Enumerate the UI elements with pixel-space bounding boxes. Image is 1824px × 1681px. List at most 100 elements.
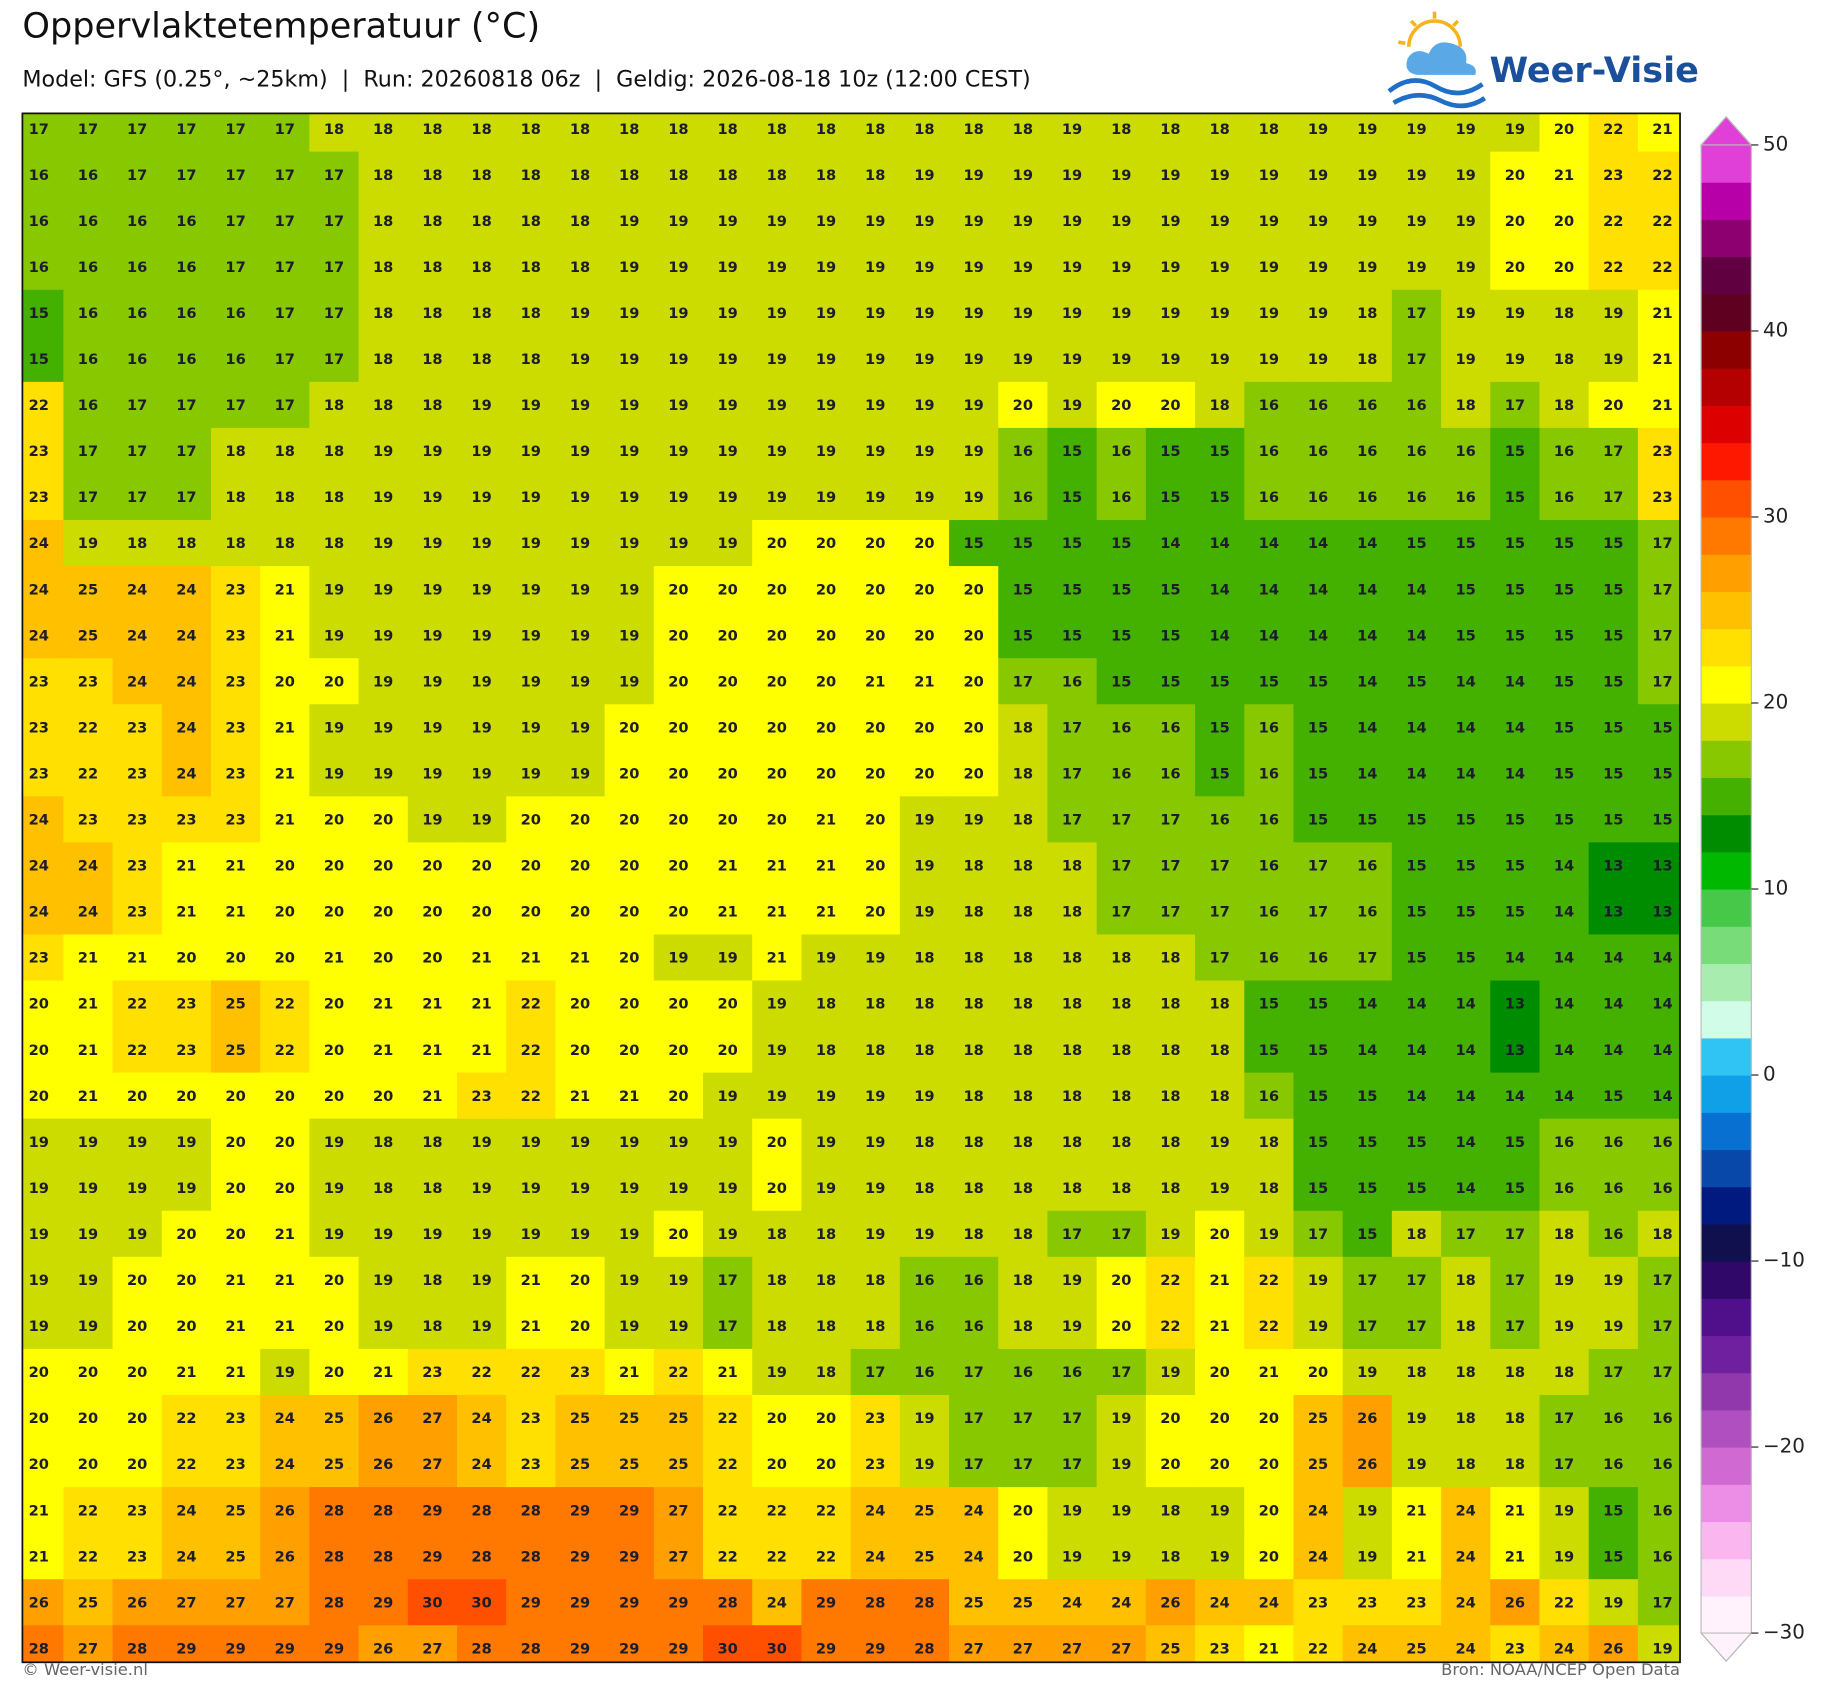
temperature-value: 23 (1209, 1640, 1229, 1657)
temperature-value: 30 (767, 1640, 787, 1657)
temperature-value: 19 (324, 719, 344, 736)
colorbar-band (1701, 814, 1752, 853)
temperature-value: 21 (1554, 167, 1574, 184)
temperature-value: 19 (1357, 121, 1377, 138)
temperature-value: 20 (865, 904, 885, 921)
temperature-value: 19 (717, 305, 737, 322)
temperature-value: 24 (29, 627, 49, 644)
temperature-value: 16 (914, 1364, 934, 1381)
temperature-value: 14 (1406, 765, 1426, 782)
temperature-value: 20 (767, 581, 787, 598)
temperature-cell (210, 704, 261, 751)
temperature-value: 20 (914, 627, 934, 644)
temperature-value: 14 (1554, 950, 1574, 967)
temperature-value: 19 (816, 489, 836, 506)
temperature-value: 18 (570, 259, 590, 276)
colorbar-band (1701, 1186, 1752, 1225)
temperature-value: 19 (1062, 167, 1082, 184)
temperature-value: 17 (1308, 904, 1328, 921)
temperature-cell (752, 704, 803, 751)
temperature-value: 18 (1111, 1088, 1131, 1105)
temperature-value: 18 (1160, 1502, 1180, 1519)
colorbar-band (1701, 1409, 1752, 1448)
temperature-value: 24 (1308, 1502, 1328, 1519)
temperature-cell (112, 750, 163, 798)
temperature-cell (899, 427, 950, 475)
temperature-value: 20 (275, 1134, 295, 1151)
temperature-cell (456, 381, 507, 429)
temperature-value: 15 (1603, 581, 1623, 598)
temperature-value: 20 (521, 904, 541, 921)
temperature-value: 19 (422, 489, 442, 506)
colorbar-band (1701, 1149, 1752, 1188)
temperature-value: 19 (1652, 1640, 1672, 1657)
temperature-value: 24 (275, 1456, 295, 1473)
temperature-cell (1342, 612, 1393, 659)
temperature-value: 19 (373, 443, 393, 460)
temperature-cell (161, 566, 212, 613)
temperature-cell (653, 381, 704, 429)
temperature-value: 20 (225, 1088, 245, 1105)
temperature-value: 20 (1209, 1364, 1229, 1381)
colorbar-band (1701, 368, 1752, 406)
temperature-value: 29 (570, 1548, 590, 1565)
temperature-value: 19 (1406, 213, 1426, 230)
temperature-cell (358, 704, 409, 751)
colorbar-tick-label: 0 (1763, 1063, 1776, 1086)
temperature-value: 18 (963, 1088, 983, 1105)
temperature-cell (1588, 520, 1639, 567)
temperature-value: 14 (1357, 673, 1377, 690)
temperature-value: 19 (176, 1180, 196, 1197)
temperature-value: 18 (914, 996, 934, 1013)
temperature-cell (653, 612, 704, 659)
colorbar-band (1701, 1037, 1752, 1076)
temperature-value: 16 (1652, 1456, 1672, 1473)
temperature-cell (1293, 335, 1344, 383)
temperature-cell (1096, 612, 1147, 659)
temperature-value: 18 (422, 1318, 442, 1335)
temperature-value: 17 (127, 489, 147, 506)
temperature-value: 17 (275, 259, 295, 276)
temperature-value: 19 (865, 259, 885, 276)
temperature-value: 14 (1357, 996, 1377, 1013)
temperature-value: 19 (324, 1134, 344, 1151)
temperature-cell (1588, 612, 1639, 659)
temperature-value: 20 (1505, 213, 1525, 230)
temperature-value: 15 (1111, 581, 1131, 598)
temperature-value: 15 (1259, 1042, 1279, 1059)
temperature-value: 20 (865, 812, 885, 829)
temperature-value: 17 (1062, 765, 1082, 782)
temperature-value: 20 (865, 765, 885, 782)
temperature-value: 21 (275, 812, 295, 829)
temperature-value: 18 (1505, 1410, 1525, 1427)
temperature-value: 17 (963, 1456, 983, 1473)
temperature-value: 16 (78, 167, 98, 184)
temperature-value: 16 (29, 213, 49, 230)
temperature-value: 17 (1111, 858, 1131, 875)
temperature-value: 23 (1652, 489, 1672, 506)
temperature-cell (555, 289, 606, 337)
temperature-cell (22, 381, 65, 429)
temperature-cell (1441, 704, 1491, 751)
temperature-value: 19 (914, 259, 934, 276)
temperature-cell (22, 612, 65, 659)
temperature-cell (555, 520, 606, 567)
temperature-value: 22 (29, 397, 49, 414)
temperature-value: 19 (668, 1272, 688, 1289)
temperature-value: 17 (1111, 812, 1131, 829)
colorbar-band (1701, 889, 1752, 927)
temperature-value: 21 (1652, 397, 1672, 414)
temperature-value: 17 (1652, 673, 1672, 690)
temperature-value: 18 (422, 1272, 442, 1289)
temperature-value: 20 (275, 858, 295, 875)
temperature-cell (1342, 427, 1393, 475)
temperature-value: 17 (1062, 1226, 1082, 1243)
temperature-cell (1195, 658, 1245, 705)
temperature-value: 19 (521, 535, 541, 552)
temperature-value: 23 (1603, 167, 1623, 184)
temperature-cell (1293, 612, 1344, 659)
temperature-value: 21 (275, 627, 295, 644)
temperature-cell (456, 113, 507, 153)
temperature-value: 14 (1259, 581, 1279, 598)
temperature-cell (1047, 427, 1098, 475)
